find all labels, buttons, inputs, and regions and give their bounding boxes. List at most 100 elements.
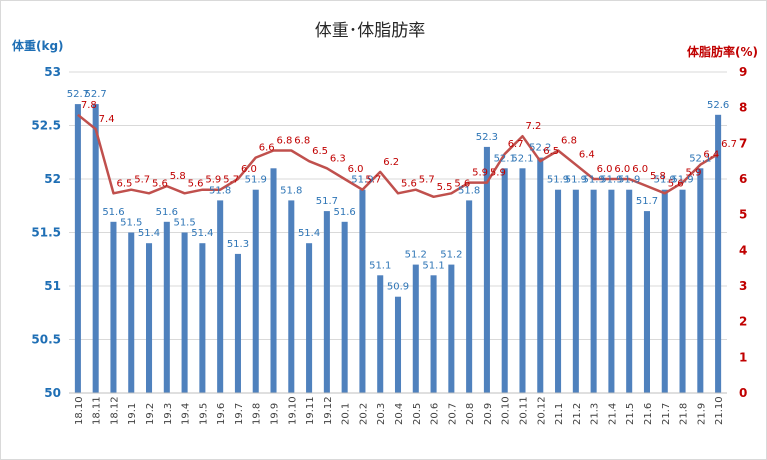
bar-data-label: 52.3 [476, 132, 498, 143]
line-data-label: 5.8 [650, 171, 666, 182]
x-tick-label: 20.3 [376, 403, 387, 425]
x-tick-label: 21.2 [572, 403, 583, 425]
bar [306, 243, 313, 393]
bar [217, 200, 224, 393]
bar-data-label: 52.7 [67, 89, 89, 100]
y2-tick-label: 8 [739, 101, 747, 115]
line-data-label: 6.8 [561, 135, 577, 146]
bar-data-label: 51.4 [298, 228, 320, 239]
bar [199, 243, 206, 393]
x-tick-label: 21.9 [696, 403, 707, 425]
bar [448, 264, 455, 393]
y2-tick-label: 6 [739, 172, 747, 186]
bar [643, 211, 650, 393]
bar-data-label: 51.5 [173, 218, 195, 229]
body-fat-line [77, 113, 719, 199]
x-tick-label: 21.7 [661, 403, 672, 425]
bar-data-label: 51.9 [565, 175, 587, 186]
line-data-label: 6.0 [632, 164, 648, 175]
bar [288, 200, 295, 393]
bar-data-label: 51.8 [458, 185, 480, 196]
line-data-label: 5.6 [152, 178, 168, 189]
bar [483, 146, 490, 393]
bar-data-label: 51.2 [405, 250, 427, 261]
bar [394, 296, 402, 393]
x-tick-label: 20.5 [412, 403, 423, 425]
x-tick-label: 21.4 [607, 403, 618, 425]
bar-data-label: 52.7 [85, 89, 107, 100]
bar-data-label: 51.8 [280, 185, 302, 196]
x-tick-label: 21.10 [714, 396, 725, 425]
x-tick-label: 20.6 [430, 403, 441, 425]
x-tick-label: 21.3 [590, 403, 601, 425]
line-data-label: 5.9 [686, 168, 702, 179]
line-data-label: 7.4 [99, 114, 115, 125]
line-data-label: 6.0 [597, 164, 613, 175]
line-data-label: 6.3 [330, 153, 346, 164]
bar [92, 104, 99, 393]
bar-data-label: 50.9 [387, 282, 409, 293]
x-tick-label: 21.8 [679, 403, 690, 425]
bar [341, 221, 348, 393]
bar [323, 211, 330, 393]
bar-data-label: 52.1 [689, 153, 711, 164]
chart-title: 体重･体脂肪率 [315, 21, 426, 41]
y-tick-label: 53 [44, 65, 61, 79]
x-tick-label: 20.7 [447, 403, 458, 425]
line-data-label: 5.9 [472, 168, 488, 179]
bar [466, 200, 473, 393]
bar-data-label: 51.9 [618, 175, 640, 186]
line-data-label: 6.7 [508, 139, 524, 150]
x-tick-label: 19.1 [127, 403, 138, 425]
bar-data-label: 52.1 [511, 153, 533, 164]
x-tick-label: 21.6 [643, 403, 654, 425]
line-data-label: 5.9 [205, 175, 221, 186]
bar [572, 189, 579, 393]
bar-data-label: 51.1 [369, 260, 391, 271]
bar-data-label: 51.5 [120, 218, 142, 229]
y-tick-label: 51 [44, 279, 61, 293]
bar [679, 189, 686, 393]
bar [661, 189, 668, 393]
bar [412, 264, 419, 393]
x-tick-label: 18.10 [74, 396, 85, 425]
bar-data-label: 51.4 [138, 228, 160, 239]
line-data-label: 6.2 [383, 157, 399, 168]
line-data-label: 5.9 [490, 168, 506, 179]
bar-data-label: 51.6 [102, 207, 124, 218]
x-tick-label: 20.9 [483, 403, 494, 425]
bar-data-label: 52.2 [529, 143, 551, 154]
bar-data-label: 51.9 [600, 175, 622, 186]
line-data-label: 6.5 [116, 178, 132, 189]
y2-tick-label: 2 [739, 315, 747, 329]
line-data-label: 6.4 [703, 150, 719, 161]
line-data-label: 5.5 [437, 182, 453, 193]
line-data-label: 5.7 [134, 175, 150, 186]
bar-data-label: 51.6 [334, 207, 356, 218]
line-data-label: 6.0 [348, 164, 364, 175]
line-data-label: 5.7 [223, 175, 239, 186]
bar [715, 114, 722, 394]
x-tick-label: 19.5 [198, 403, 209, 425]
y2-tick-label: 7 [739, 136, 747, 150]
line-data-label: 7.8 [81, 100, 97, 111]
bar-data-label: 51.9 [245, 175, 267, 186]
line-data-label: 6.0 [241, 164, 257, 175]
x-tick-label: 20.8 [465, 403, 476, 425]
line-data-label: 5.6 [401, 178, 417, 189]
x-tick-label: 19.9 [270, 403, 281, 425]
bar [608, 189, 615, 393]
bar-data-label: 51.9 [671, 175, 693, 186]
bar [697, 168, 704, 393]
line-data-label: 6.7 [721, 139, 737, 150]
y-tick-label: 52 [44, 172, 61, 186]
y-tick-label: 50.5 [31, 333, 61, 347]
x-tick-label: 20.11 [518, 396, 529, 425]
x-tick-label: 19.6 [216, 403, 227, 425]
x-tick-label: 20.1 [341, 403, 352, 425]
x-tick-label: 19.10 [287, 396, 298, 425]
line-data-label: 5.8 [170, 171, 186, 182]
bar [146, 243, 153, 393]
bar-data-label: 51.3 [227, 239, 249, 250]
